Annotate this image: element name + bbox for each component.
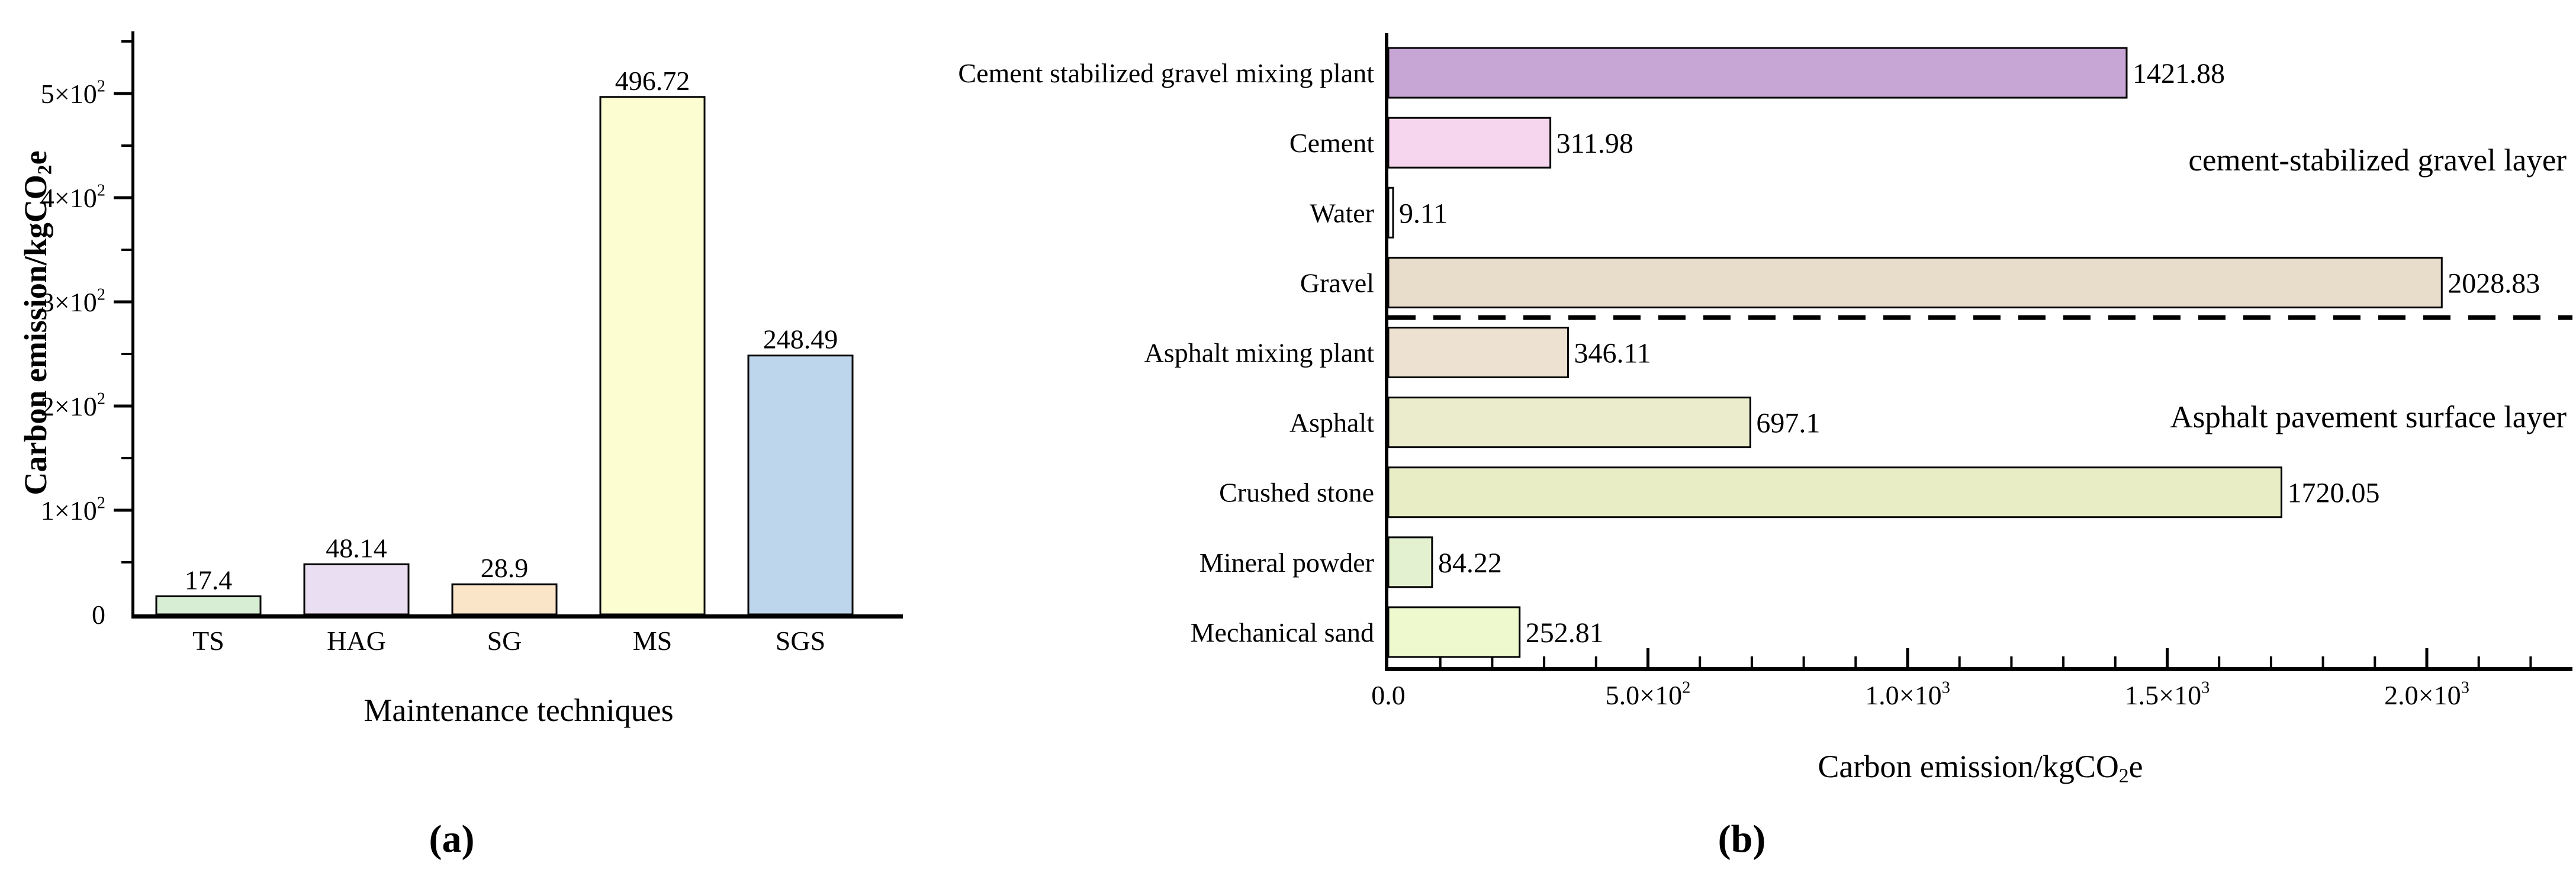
value-label-gravel: 2028.83 [2448, 268, 2540, 299]
y-category-label-cement-stabilized-gravel-mixing-plant: Cement stabilized gravel mixing plant [958, 58, 1374, 88]
value-label-asphalt-mixing-plant: 346.11 [1574, 338, 1651, 369]
x-tick-label: 1.5×103 [2125, 679, 2210, 710]
y-axis-spine [1385, 33, 1388, 671]
x-tick-label: 2.0×103 [2384, 679, 2469, 710]
x-tick-label: 0.0 [1371, 680, 1406, 710]
bar-crushed-stone [1387, 466, 2282, 518]
y-tick-label: 2×102 [41, 390, 105, 421]
y-category-label-mineral-powder: Mineral powder [1199, 548, 1374, 578]
value-label-crushed-stone: 1720.05 [2287, 478, 2379, 509]
bar-hag [303, 563, 410, 616]
y-category-label-gravel: Gravel [1300, 268, 1374, 298]
value-label-sg: 28.9 [481, 553, 529, 583]
value-label-cement-stabilized-gravel-mixing-plant: 1421.88 [2133, 58, 2225, 89]
y-category-label-cement: Cement [1289, 128, 1374, 158]
y-tick-label: 4×102 [41, 182, 105, 213]
x-tick-label: 1.0×103 [1865, 679, 1950, 710]
y-tick-label: 3×102 [41, 286, 105, 317]
value-label-mechanical-sand: 252.81 [1526, 617, 1604, 649]
value-label-hag: 48.14 [326, 533, 387, 563]
x-category-label-hag: HAG [327, 626, 386, 656]
y-axis-spine [131, 31, 134, 619]
bar-sgs [747, 355, 854, 616]
y-category-label-water: Water [1310, 198, 1374, 228]
y-category-label-asphalt: Asphalt [1289, 408, 1374, 438]
y-category-label-asphalt-mixing-plant: Asphalt mixing plant [1144, 338, 1375, 368]
x-category-label-sgs: SGS [776, 626, 825, 656]
chart-b: Cement stabilized gravel mixing plant 142… [958, 33, 2572, 787]
y-category-label-mechanical-sand: Mechanical sand [1191, 617, 1374, 648]
x-tick-label: 5.0×102 [1606, 679, 1691, 710]
bar-gravel [1387, 256, 2443, 308]
x-axis-title: Carbon emission/kgCO2e [1818, 749, 2143, 787]
value-label-mineral-powder: 84.22 [1438, 548, 1502, 579]
y-category-label-crushed-stone: Crushed stone [1219, 478, 1374, 508]
annotation-cement-stabilized-gravel-layer: cement-stabilized gravel layer [2188, 143, 2567, 178]
value-label-sgs: 248.49 [763, 324, 838, 355]
y-tick-label: 0 [92, 600, 105, 630]
bar-asphalt-mixing-plant [1387, 327, 1570, 378]
y-axis-title: Carbon emission/kgCO2e [18, 150, 56, 495]
caption-b: (b) [1718, 817, 1766, 861]
value-label-cement: 311.98 [1556, 128, 1633, 159]
x-category-label-ms: MS [633, 626, 672, 656]
annotation-asphalt-pavement-surface-layer: Asphalt pavement surface layer [2170, 400, 2567, 434]
value-label-ms: 496.72 [615, 66, 690, 96]
x-axis-line [1385, 667, 2572, 671]
x-category-label-ts: TS [192, 626, 224, 656]
bar-water [1387, 186, 1394, 239]
bar-asphalt [1387, 397, 1751, 449]
bar-ts [155, 595, 262, 616]
chart-a: 17.4 TS 48.14 HAG 28.9 SG 496.72 MS 248.49 SGS 0 1×… [18, 31, 903, 728]
bar-sg [451, 583, 558, 616]
x-axis-line [131, 614, 903, 619]
value-label-asphalt: 697.1 [1756, 408, 1820, 439]
bar-mineral-powder [1387, 536, 1433, 588]
bar-cement-stabilized-gravel-mixing-plant [1387, 47, 2128, 99]
bar-cement [1387, 117, 1552, 169]
x-category-label-sg: SG [487, 626, 522, 656]
x-axis-title: Maintenance techniques [364, 693, 673, 728]
value-label-ts: 17.4 [185, 565, 233, 595]
caption-a: (a) [429, 817, 475, 861]
bar-ms [599, 96, 706, 616]
y-tick-label: 1×102 [41, 494, 105, 526]
y-tick-label: 5×102 [41, 78, 105, 109]
value-label-water: 9.11 [1399, 198, 1448, 229]
bar-mechanical-sand [1387, 606, 1521, 658]
